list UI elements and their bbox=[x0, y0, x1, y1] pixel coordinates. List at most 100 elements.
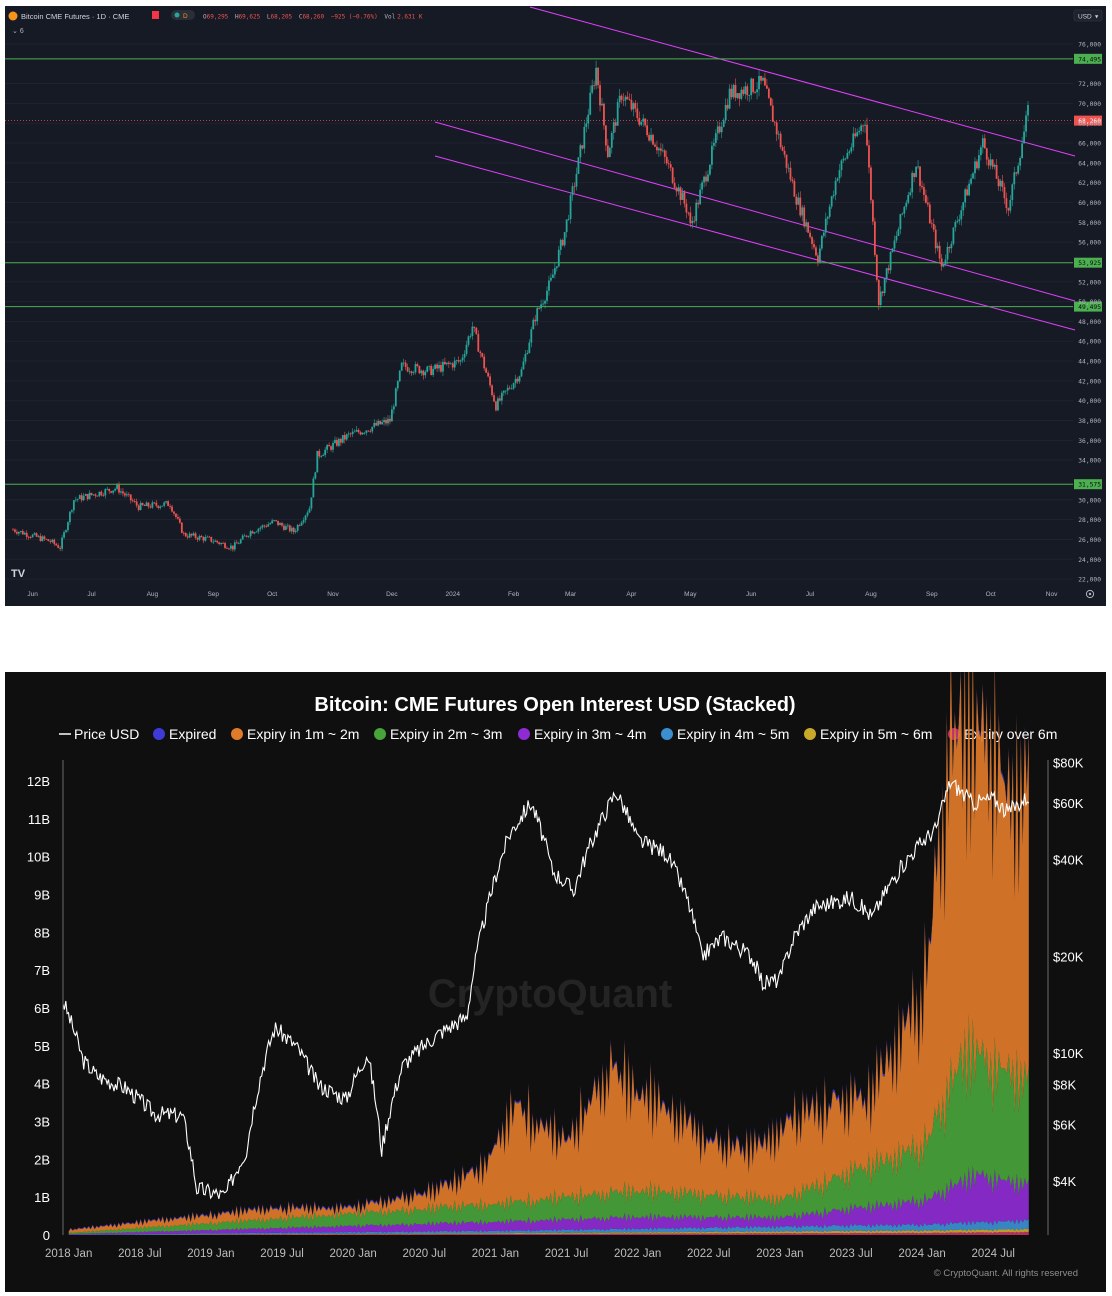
candle-body bbox=[196, 537, 199, 540]
candle-body bbox=[667, 163, 670, 165]
candle-body bbox=[856, 132, 859, 137]
candle-body bbox=[995, 164, 998, 179]
candle-body bbox=[171, 506, 173, 512]
candle-body bbox=[135, 501, 138, 506]
candle-body bbox=[923, 187, 925, 195]
candle-body bbox=[387, 418, 389, 424]
candle-body bbox=[724, 104, 727, 121]
horizontal-levels: 74,495 53,925 49,495 31,575 68,260 bbox=[5, 53, 1102, 490]
y-left-tick-label: 12B bbox=[27, 774, 50, 789]
legend-label: Expiry in 3m ~ 4m bbox=[534, 726, 646, 742]
candle-body bbox=[487, 372, 490, 377]
candle-body bbox=[632, 103, 635, 110]
y-tick-label: 38,000 bbox=[1078, 418, 1101, 425]
tradingview-logo[interactable]: TV bbox=[11, 568, 26, 580]
x-tick-label: Mar bbox=[565, 591, 577, 598]
candle-body bbox=[887, 268, 890, 271]
candle-body bbox=[752, 78, 755, 93]
candle-body bbox=[978, 155, 980, 169]
candle-body bbox=[889, 252, 892, 271]
candle-body bbox=[744, 86, 747, 94]
candle-body bbox=[371, 426, 374, 432]
x-axis[interactable]: Jun Jul Aug Sep Oct Nov Dec 2024 Feb Mar Apr May Jun… bbox=[27, 591, 1058, 598]
candle-body bbox=[526, 352, 529, 354]
candle-body bbox=[942, 264, 945, 267]
candle-body bbox=[555, 266, 558, 269]
candle-body bbox=[78, 495, 81, 499]
candle-body bbox=[624, 96, 627, 101]
candle-body bbox=[304, 515, 307, 521]
candle-body bbox=[438, 365, 440, 369]
candle-body bbox=[182, 532, 185, 534]
candle-body bbox=[53, 539, 56, 544]
candle-body bbox=[858, 130, 861, 133]
candle-body bbox=[1017, 165, 1020, 174]
candle-body bbox=[29, 537, 32, 538]
candles bbox=[12, 60, 1029, 552]
area-series bbox=[68, 1218, 1029, 1235]
x-tick-label: Jul bbox=[87, 591, 96, 598]
y-axis[interactable]: 76,000 72,000 70,000 68,000 66,000 64,000 62,0… bbox=[1078, 41, 1101, 583]
y-tick-label: 56,000 bbox=[1078, 240, 1101, 247]
candle-body bbox=[793, 181, 796, 197]
candle-body bbox=[410, 371, 413, 374]
candle-body bbox=[426, 366, 429, 372]
x-tick-label: Jul bbox=[806, 591, 815, 598]
candle-body bbox=[817, 255, 819, 263]
candle-body bbox=[25, 532, 28, 537]
y-tick-label: 50,000 bbox=[1078, 299, 1101, 306]
settings-gear-icon[interactable] bbox=[1085, 589, 1095, 599]
candle-body bbox=[803, 207, 806, 227]
candle-body bbox=[442, 361, 444, 372]
candle-body bbox=[286, 525, 289, 527]
candle-body bbox=[343, 435, 346, 440]
candle-body bbox=[579, 145, 582, 158]
candle-body bbox=[169, 505, 171, 507]
candle-body bbox=[677, 187, 680, 192]
candle-body bbox=[716, 126, 719, 134]
candle-body bbox=[1005, 198, 1008, 209]
candle-body bbox=[300, 522, 303, 526]
y-tick-label: 62,000 bbox=[1078, 180, 1101, 187]
candle-body bbox=[873, 221, 876, 255]
x-tick-label: Aug bbox=[147, 591, 159, 598]
candle-body bbox=[159, 506, 162, 508]
candle-body bbox=[84, 493, 87, 496]
candle-body bbox=[67, 522, 69, 531]
candle-body bbox=[868, 145, 870, 168]
y-tick-label: 76,000 bbox=[1078, 41, 1101, 48]
price-usd-line bbox=[62, 779, 1030, 1200]
indicators-toggle[interactable]: ⌄ 6 bbox=[12, 28, 24, 35]
x-tick-label: 2018 Jan bbox=[45, 1248, 92, 1260]
symbol-title[interactable]: Bitcoin CME Futures · 1D · CME bbox=[21, 12, 129, 21]
currency-selector[interactable] bbox=[1073, 9, 1103, 22]
level-price-tag bbox=[1074, 257, 1102, 268]
candle-body bbox=[485, 368, 488, 373]
candle-body bbox=[809, 232, 811, 238]
candle-body bbox=[593, 85, 596, 87]
session-badge: D bbox=[183, 13, 188, 20]
candle-body bbox=[192, 533, 195, 536]
candle-body bbox=[369, 431, 372, 433]
open-interest-chart[interactable]: Bitcoin: CME Futures Open Interest USD (… bbox=[5, 672, 1106, 1292]
candle-body bbox=[575, 173, 578, 187]
level-price-tag bbox=[1074, 479, 1102, 490]
candle-body bbox=[363, 432, 366, 434]
last-price-tag bbox=[1074, 115, 1102, 126]
candle-body bbox=[493, 395, 495, 402]
candle-body bbox=[652, 134, 654, 145]
candle-body bbox=[877, 279, 880, 305]
candlestick-chart[interactable]: Bitcoin CME Futures · 1D · CME D O69,295… bbox=[5, 6, 1106, 606]
candle-body bbox=[298, 524, 301, 526]
candle-body bbox=[985, 148, 988, 160]
candle-body bbox=[587, 114, 590, 124]
candle-body bbox=[599, 85, 601, 106]
candle-body bbox=[283, 525, 285, 530]
channel-line bbox=[529, 6, 1076, 157]
y-tick-label: 58,000 bbox=[1078, 220, 1101, 227]
candle-body bbox=[946, 246, 949, 260]
candle-body bbox=[1001, 180, 1004, 187]
candle-body bbox=[214, 540, 217, 542]
candle-body bbox=[241, 535, 244, 540]
candle-body bbox=[585, 123, 588, 127]
